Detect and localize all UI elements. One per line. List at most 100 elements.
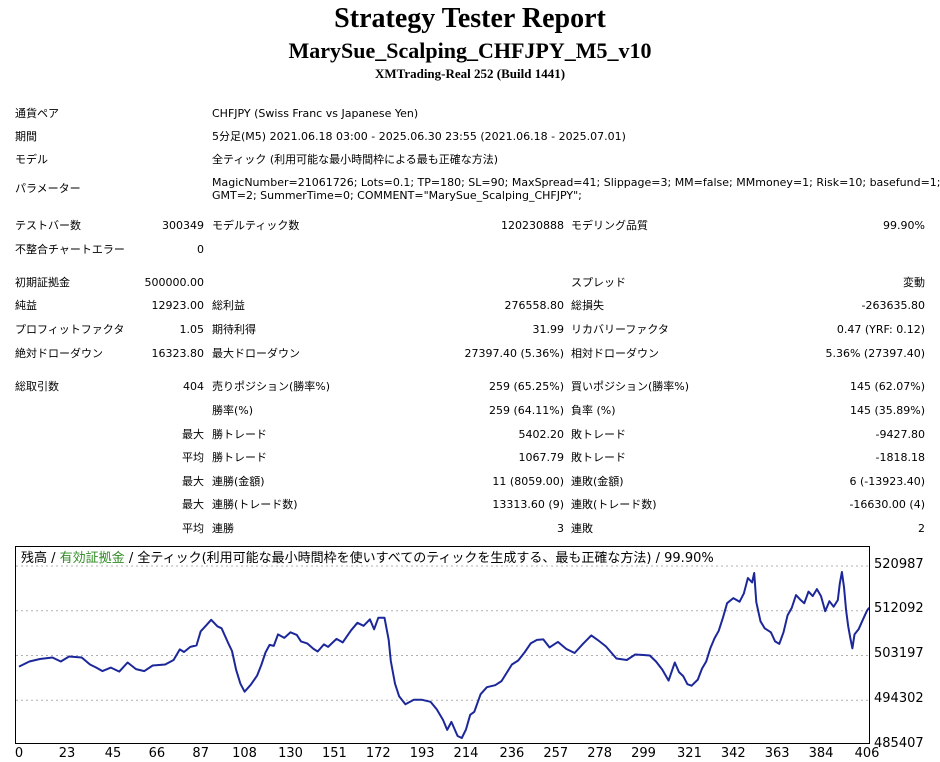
x-tick-label: 214 bbox=[453, 746, 479, 761]
model-value: 全ティック (利用可能な最小時間枠による最も正確な方法) bbox=[212, 153, 499, 166]
params-line-2: GMT=2; SummerTime=0; COMMENT="MarySue_Sc… bbox=[212, 189, 582, 202]
bars-label: テストバー数 bbox=[15, 219, 81, 232]
quality-label: モデリング品質 bbox=[571, 219, 648, 232]
recovery-factor-label: リカバリーファクタ bbox=[571, 323, 669, 336]
win-rate-value: 259 (64.11%) bbox=[488, 404, 564, 417]
bars-value: 300349 bbox=[162, 219, 204, 232]
abs-drawdown-label: 絶対ドローダウン bbox=[15, 347, 103, 360]
profit-factor-value: 1.05 bbox=[179, 323, 205, 336]
balance-chart-plot bbox=[16, 565, 869, 739]
gross-loss-label: 総損失 bbox=[571, 299, 604, 312]
x-tick-label: 0 bbox=[14, 746, 24, 761]
rel-drawdown-value: 5.36% (27397.40) bbox=[825, 347, 925, 360]
rel-drawdown-label: 相対ドローダウン bbox=[571, 347, 659, 360]
trade-row-label-2: 敗トレード bbox=[571, 428, 626, 441]
gross-profit-label: 総利益 bbox=[212, 299, 245, 312]
trade-row-value-1: 5402.20 bbox=[518, 428, 565, 441]
trade-row-label-1: 連勝 bbox=[212, 522, 234, 535]
chart-legend: 残高 / 有効証拠金 / 全ティック(利用可能な最小時間枠を使いすべてのティック… bbox=[21, 551, 714, 567]
profit-factor-label: プロフィットファクタ bbox=[15, 323, 125, 336]
trade-row-value-1: 3 bbox=[557, 522, 564, 535]
y-tick-label: 494302 bbox=[874, 691, 924, 706]
x-tick-label: 299 bbox=[631, 746, 656, 761]
trade-row-label-2: 敗トレード bbox=[571, 451, 626, 464]
trade-row-value-2: -9427.80 bbox=[875, 428, 925, 441]
net-profit-label: 純益 bbox=[15, 299, 37, 312]
x-tick-label: 45 bbox=[104, 746, 122, 761]
y-tick-label: 520987 bbox=[874, 557, 924, 572]
y-tick-label: 503197 bbox=[874, 646, 924, 661]
loss-rate-value: 145 (35.89%) bbox=[849, 404, 925, 417]
trade-row-prefix: 平均 bbox=[182, 451, 204, 464]
expected-payoff-value: 31.99 bbox=[532, 323, 565, 336]
max-drawdown-value: 27397.40 (5.36%) bbox=[464, 347, 564, 360]
trade-row-value-1: 1067.79 bbox=[518, 451, 565, 464]
trade-row-value-2: 6 (-13923.40) bbox=[849, 475, 925, 488]
mismatch-value: 0 bbox=[197, 243, 204, 256]
short-positions-value: 259 (65.25%) bbox=[488, 380, 564, 393]
loss-rate-label: 負率 (%) bbox=[571, 404, 616, 417]
pair-value: CHFJPY (Swiss Franc vs Japanese Yen) bbox=[212, 107, 419, 120]
trade-row-label-1: 勝トレード bbox=[212, 428, 267, 441]
params-label: パラメーター bbox=[15, 182, 81, 195]
abs-drawdown-value: 16323.80 bbox=[151, 347, 205, 360]
x-tick-label: 87 bbox=[192, 746, 209, 761]
net-profit-value: 12923.00 bbox=[151, 299, 205, 312]
total-trades-value: 404 bbox=[183, 380, 204, 393]
total-trades-label: 総取引数 bbox=[15, 380, 59, 393]
recovery-factor-value: 0.47 (YRF: 0.12) bbox=[836, 323, 925, 336]
gross-loss-value: -263635.80 bbox=[861, 299, 925, 312]
x-tick-label: 23 bbox=[58, 746, 76, 761]
long-positions-label: 買いポジション(勝率%) bbox=[571, 380, 690, 393]
quality-value: 99.90% bbox=[883, 219, 925, 232]
deposit-label: 初期証拠金 bbox=[15, 276, 70, 289]
expert-name: MarySue_Scalping_CHFJPY_M5_v10 bbox=[288, 38, 652, 63]
max-drawdown-label: 最大ドローダウン bbox=[212, 347, 300, 360]
x-tick-label: 363 bbox=[764, 746, 790, 761]
deposit-value: 500000.00 bbox=[144, 276, 205, 289]
ticks-value: 120230888 bbox=[501, 219, 564, 232]
server-build: XMTrading-Real 252 (Build 1441) bbox=[374, 66, 566, 81]
y-tick-label: 485407 bbox=[874, 736, 924, 751]
trade-row-label-2: 連敗(金額) bbox=[571, 475, 624, 488]
spread-label: スプレッド bbox=[571, 276, 626, 289]
trade-row-prefix: 最大 bbox=[182, 428, 204, 441]
x-tick-label: 66 bbox=[148, 746, 166, 761]
x-tick-label: 193 bbox=[409, 746, 435, 761]
expected-payoff-label: 期待利得 bbox=[212, 323, 256, 336]
trade-row-label-1: 勝トレード bbox=[212, 451, 267, 464]
short-positions-label: 売りポジション(勝率%) bbox=[212, 380, 331, 393]
trade-row-prefix: 平均 bbox=[182, 522, 204, 535]
long-positions-value: 145 (62.07%) bbox=[849, 380, 925, 393]
balance-line bbox=[18, 571, 869, 739]
trade-row-label-1: 連勝(金額) bbox=[212, 475, 265, 488]
legend-balance: 残高 bbox=[21, 551, 48, 566]
legend-description: 全ティック(利用可能な最小時間枠を使いすべてのティックを生成する、最も正確な方法… bbox=[137, 551, 714, 566]
balance-chart: 残高 / 有効証拠金 / 全ティック(利用可能な最小時間枠を使いすべてのティック… bbox=[15, 546, 870, 744]
x-tick-label: 278 bbox=[587, 746, 613, 761]
params-line-1: MagicNumber=21061726; Lots=0.1; TP=180; … bbox=[212, 176, 940, 189]
win-rate-label: 勝率(%) bbox=[212, 404, 254, 417]
pair-label: 通貨ペア bbox=[15, 107, 59, 120]
x-tick-label: 130 bbox=[278, 746, 303, 761]
model-label: モデル bbox=[15, 153, 48, 166]
trade-row-label-2: 連敗 bbox=[571, 522, 593, 535]
spread-value: 変動 bbox=[903, 276, 925, 289]
trade-row-value-2: -16630.00 (4) bbox=[849, 498, 925, 511]
legend-equity: 有効証拠金 bbox=[59, 551, 125, 566]
report-title: Strategy Tester Report bbox=[334, 3, 606, 34]
trade-row-label-1: 連勝(トレード数) bbox=[212, 498, 298, 511]
mismatch-label: 不整合チャートエラー bbox=[15, 243, 125, 256]
legend-separator: / bbox=[47, 551, 60, 566]
ticks-label: モデルティック数 bbox=[212, 219, 300, 232]
x-tick-label: 151 bbox=[321, 746, 347, 761]
trade-row-value-2: 2 bbox=[918, 522, 925, 535]
period-label: 期間 bbox=[15, 130, 37, 143]
gross-profit-value: 276558.80 bbox=[504, 299, 565, 312]
trade-row-prefix: 最大 bbox=[182, 475, 204, 488]
x-tick-label: 108 bbox=[232, 746, 257, 761]
x-tick-label: 406 bbox=[854, 746, 880, 761]
x-tick-label: 236 bbox=[499, 746, 525, 761]
period-value: 5分足(M5) 2021.06.18 03:00 - 2025.06.30 23… bbox=[212, 130, 626, 143]
x-tick-label: 342 bbox=[720, 746, 746, 761]
